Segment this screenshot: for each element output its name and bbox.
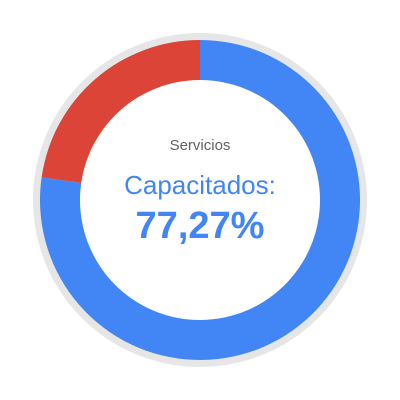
chart-title: Servicios <box>169 137 231 154</box>
ring-track <box>33 33 367 367</box>
slices-group <box>39 40 360 360</box>
donut-slice-1 <box>41 40 201 183</box>
center-value: 77,27% <box>135 205 265 247</box>
center-label: Capacitados: <box>124 170 276 200</box>
